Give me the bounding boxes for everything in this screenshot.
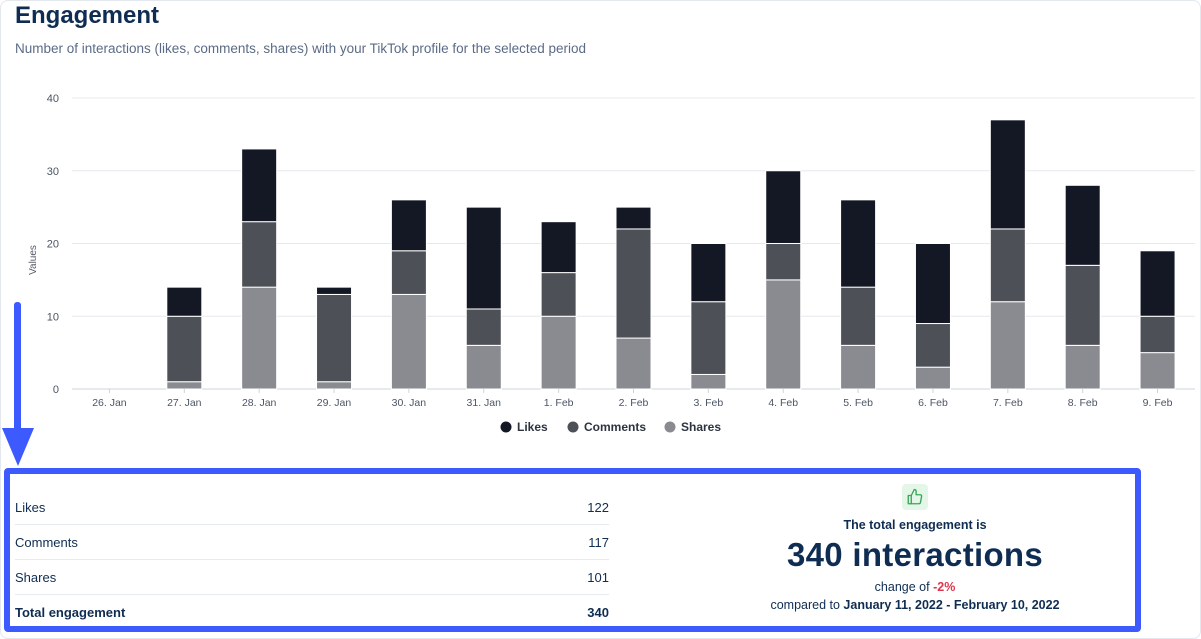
y-tick-label: 40 (47, 93, 59, 105)
bar-shares-13[interactable] (1064, 344, 1101, 390)
arrow-down-icon (2, 428, 34, 466)
stat-label: Shares (15, 569, 57, 585)
x-tick-label: 1. Feb (544, 397, 574, 409)
bar-comments-6[interactable] (540, 272, 577, 317)
legend-marker-shares (664, 421, 676, 433)
bar-shares-4[interactable] (390, 293, 427, 390)
summary-panel: Likes 122 Comments 117 Shares 101 Total … (4, 468, 1141, 632)
x-tick-label: 29. Jan (317, 397, 352, 409)
y-tick-label: 10 (47, 311, 59, 323)
engagement-value: 340 interactions (786, 536, 1044, 573)
bar-comments-1[interactable] (166, 315, 203, 383)
legend-item-likes[interactable]: Likes (517, 420, 548, 434)
stat-value: 122 (587, 499, 609, 515)
x-tick-label: 30. Jan (392, 397, 427, 409)
bar-likes-8[interactable] (690, 243, 727, 303)
bar-likes-7[interactable] (615, 206, 652, 230)
bar-shares-6[interactable] (540, 315, 577, 390)
x-tick-label: 27. Jan (167, 397, 202, 409)
compare-range: January 11, 2022 - February 10, 2022 (843, 598, 1060, 612)
x-tick-label: 26. Jan (92, 397, 127, 409)
legend-marker-likes (500, 421, 512, 433)
stat-label: Comments (15, 534, 78, 550)
bar-shares-7[interactable] (615, 337, 652, 390)
change-line: change of -2% (630, 580, 1200, 594)
x-tick-label: 8. Feb (1068, 397, 1098, 409)
bar-likes-14[interactable] (1139, 250, 1176, 317)
bar-shares-9[interactable] (765, 279, 802, 390)
bar-shares-11[interactable] (914, 366, 951, 390)
x-tick-label: 6. Feb (918, 397, 948, 409)
bar-likes-3[interactable] (316, 286, 353, 295)
legend-item-shares[interactable]: Shares (681, 420, 721, 434)
x-tick-label: 3. Feb (693, 397, 723, 409)
thumbs-up-icon (902, 484, 928, 510)
bar-shares-12[interactable] (989, 301, 1026, 390)
change-value: -2% (933, 580, 956, 594)
y-axis-title: Values (28, 245, 39, 275)
x-tick-label: 28. Jan (242, 397, 277, 409)
x-tick-label: 7. Feb (993, 397, 1023, 409)
change-prefix: change of (874, 580, 930, 594)
stat-label: Total engagement (15, 604, 126, 620)
bar-shares-2[interactable] (241, 286, 278, 390)
stat-row-comments: Comments 117 (15, 525, 609, 560)
engagement-chart: 0 10 20 30 40 26. Jan 27. Jan 28. Jan 29. Jan 30… (28, 93, 1195, 434)
x-tick-label: 9. Feb (1143, 397, 1173, 409)
stat-label: Likes (15, 499, 46, 515)
bar-shares-5[interactable] (465, 344, 502, 390)
bar-comments-2[interactable] (241, 221, 278, 288)
legend-marker-comments (567, 421, 579, 433)
stats-list: Likes 122 Comments 117 Shares 101 Total … (15, 490, 609, 629)
engagement-label: The total engagement is (843, 518, 987, 532)
stat-row-likes: Likes 122 (15, 490, 609, 525)
y-tick-label: 30 (47, 166, 59, 178)
arrow-indicator (14, 302, 21, 434)
legend-item-comments[interactable]: Comments (584, 420, 646, 434)
bar-comments-4[interactable] (390, 250, 427, 295)
page-title: Engagement (15, 2, 160, 29)
bar-comments-11[interactable] (914, 323, 951, 368)
bar-likes-13[interactable] (1064, 184, 1101, 266)
bar-shares-8[interactable] (690, 373, 727, 390)
bar-likes-12[interactable] (989, 119, 1026, 230)
bar-shares-1[interactable] (166, 381, 203, 390)
engagement-summary: The total engagement is 340 interactions… (630, 484, 1200, 612)
bar-shares-14[interactable] (1139, 352, 1176, 390)
bar-comments-9[interactable] (765, 243, 802, 281)
bar-likes-1[interactable] (166, 286, 203, 317)
bar-shares-10[interactable] (840, 344, 877, 390)
y-tick-label: 20 (47, 239, 59, 251)
page-subtitle: Number of interactions (likes, comments,… (15, 41, 586, 56)
bar-likes-6[interactable] (540, 221, 577, 274)
bar-likes-11[interactable] (914, 243, 951, 325)
stat-value: 101 (587, 569, 609, 585)
stat-row-shares: Shares 101 (15, 560, 609, 595)
bar-comments-5[interactable] (465, 308, 502, 346)
compare-prefix: compared to (770, 598, 840, 612)
stat-value: 117 (588, 534, 609, 550)
bar-shares-3[interactable] (316, 381, 353, 390)
x-tick-label: 31. Jan (467, 397, 502, 409)
x-tick-label: 4. Feb (768, 397, 798, 409)
bar-comments-12[interactable] (989, 228, 1026, 303)
bar-likes-5[interactable] (465, 206, 502, 310)
y-tick-label: 0 (53, 384, 59, 396)
x-tick-label: 2. Feb (619, 397, 649, 409)
bar-comments-7[interactable] (615, 228, 652, 339)
bar-comments-13[interactable] (1064, 264, 1101, 346)
stat-row-total: Total engagement 340 (15, 595, 609, 629)
bar-likes-2[interactable] (241, 148, 278, 223)
bar-comments-3[interactable] (316, 293, 353, 383)
bar-comments-10[interactable] (840, 286, 877, 346)
compare-line: compared to January 11, 2022 - February … (630, 598, 1200, 612)
bar-comments-8[interactable] (690, 301, 727, 375)
bar-likes-9[interactable] (765, 170, 802, 244)
x-tick-label: 5. Feb (843, 397, 873, 409)
bar-comments-14[interactable] (1139, 315, 1176, 354)
stat-value: 340 (587, 604, 609, 620)
bar-likes-10[interactable] (840, 199, 877, 288)
bar-likes-4[interactable] (390, 199, 427, 252)
